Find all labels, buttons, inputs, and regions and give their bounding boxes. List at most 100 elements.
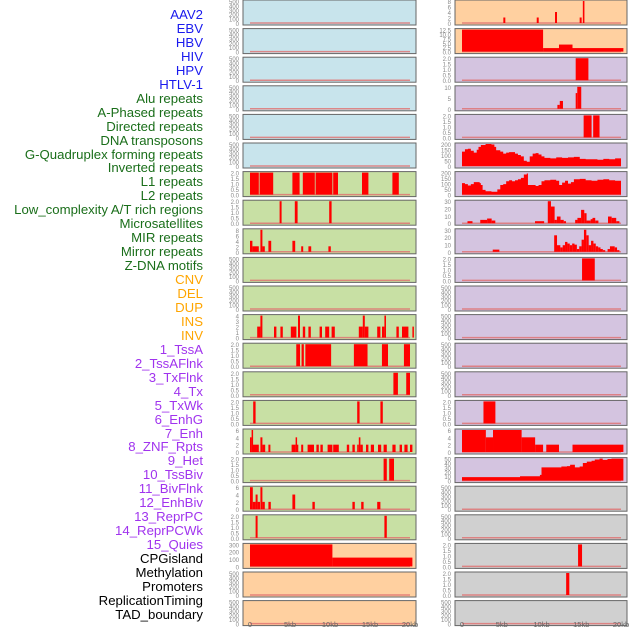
- y-tick-label: 0: [448, 480, 452, 486]
- y-tick-label: 0: [448, 165, 452, 171]
- bar-segment: [332, 557, 413, 567]
- y-tick-label: 200: [229, 299, 240, 305]
- y-tick-label: 0.0: [443, 594, 452, 600]
- bar-segment: [259, 172, 274, 195]
- track-label: HPV: [175, 62, 203, 78]
- bar-segment: [485, 437, 494, 452]
- y-tick-label: 400: [229, 33, 240, 39]
- bar-segment: [380, 401, 383, 424]
- bar-segment: [370, 444, 374, 452]
- y-tick-label: 2.0: [443, 400, 452, 406]
- track-label: AAV2: [170, 7, 203, 22]
- y-tick-label: 500: [229, 257, 240, 263]
- y-tick-label: 500: [441, 343, 452, 349]
- y-tick-label: 0: [448, 537, 452, 543]
- bar-segment: [316, 444, 319, 452]
- y-tick-label: 300: [441, 381, 452, 387]
- track-label: Directed repeats: [106, 118, 203, 134]
- bar-segment: [412, 326, 414, 338]
- bar-segment: [592, 217, 596, 224]
- y-tick-label: 400: [441, 605, 452, 611]
- track-panel: [454, 600, 628, 627]
- bar-segment: [576, 249, 580, 252]
- y-tick-label: 300: [441, 609, 452, 615]
- y-tick-label: 500: [441, 486, 452, 492]
- y-tick-label: 200: [229, 271, 240, 277]
- y-tick-label: 0.0: [443, 51, 452, 57]
- bar-segment: [602, 250, 606, 252]
- bar-segment: [352, 444, 355, 452]
- bar-segment: [250, 240, 253, 252]
- y-tick-label: 0: [236, 279, 240, 285]
- y-tick-label: 0.5: [443, 417, 452, 423]
- y-tick-label: 0.5: [231, 388, 240, 394]
- y-tick-label: 4: [236, 315, 240, 321]
- bar-segment: [503, 17, 506, 23]
- y-tick-label: 20: [444, 208, 451, 214]
- y-tick-label: 0.5: [443, 131, 452, 137]
- bar-segment: [565, 241, 568, 252]
- y-tick-label: 2.0: [231, 400, 240, 406]
- y-tick-label: 0: [236, 79, 240, 85]
- bar-segment: [550, 206, 555, 224]
- bar-segment: [572, 444, 624, 452]
- bar-segment: [562, 245, 566, 252]
- bar-segment: [294, 201, 298, 224]
- bar-segment: [333, 444, 339, 452]
- bar-segment: [579, 17, 582, 23]
- bar-segment: [290, 326, 297, 338]
- y-tick-label: 30: [444, 229, 451, 235]
- bar-segment: [591, 240, 594, 252]
- y-tick-label: 2.0: [443, 257, 452, 263]
- bar-segment: [325, 326, 330, 338]
- y-tick-label: 1.5: [231, 377, 240, 383]
- bar-segment: [582, 258, 595, 281]
- bar-segment: [575, 93, 578, 109]
- bar-segment: [403, 344, 410, 367]
- bar-segment: [572, 243, 575, 252]
- y-tick-label: 400: [229, 576, 240, 582]
- bar-segment: [581, 239, 584, 252]
- bar-segment: [329, 201, 332, 224]
- y-tick-label: 0: [448, 623, 452, 629]
- y-tick-label: 0: [236, 508, 240, 514]
- track-label: INS: [181, 313, 203, 329]
- track-panel: [454, 256, 628, 283]
- y-tick-label: 0: [236, 108, 240, 114]
- y-tick-label: 0: [448, 337, 452, 343]
- y-tick-label: 6: [236, 429, 240, 435]
- y-tick-label: 0: [448, 394, 452, 400]
- y-tick-label: 200: [229, 551, 240, 557]
- bar-segment: [555, 12, 558, 23]
- bar-segment: [392, 444, 396, 452]
- y-tick-label: 300: [229, 152, 240, 158]
- y-tick-label: 0: [448, 451, 452, 457]
- y-tick-label: 100: [229, 304, 240, 310]
- y-tick-label: 4: [448, 11, 452, 17]
- track-label: 12_EnhBiv: [139, 495, 203, 511]
- bar-segment: [362, 172, 369, 195]
- track-label: DNA transposons: [100, 132, 203, 148]
- track-label: EBV: [176, 20, 203, 36]
- bar-segment: [360, 444, 363, 452]
- track-label: HBV: [175, 34, 203, 50]
- track-label: DEL: [177, 286, 203, 301]
- y-tick-label: 500: [229, 86, 240, 92]
- bar-segment: [579, 246, 582, 252]
- y-tick-label: 500: [229, 572, 240, 578]
- bar-segment: [262, 444, 266, 452]
- y-tick-label: 0: [448, 222, 452, 228]
- bar-segment: [598, 247, 601, 252]
- bar-segment: [296, 344, 301, 367]
- y-tick-label: 500: [441, 515, 452, 521]
- y-tick-label: 0.5: [231, 417, 240, 423]
- bar-segment: [617, 250, 620, 252]
- track-panel: [242, 228, 417, 255]
- y-tick-label: 0: [448, 22, 452, 28]
- y-tick-label: 1.0: [443, 68, 452, 74]
- bar-segment: [252, 444, 259, 452]
- bar-segment: [554, 219, 557, 224]
- bar-segment: [547, 201, 551, 224]
- track-panel: [242, 457, 417, 484]
- track-panel: [454, 371, 628, 398]
